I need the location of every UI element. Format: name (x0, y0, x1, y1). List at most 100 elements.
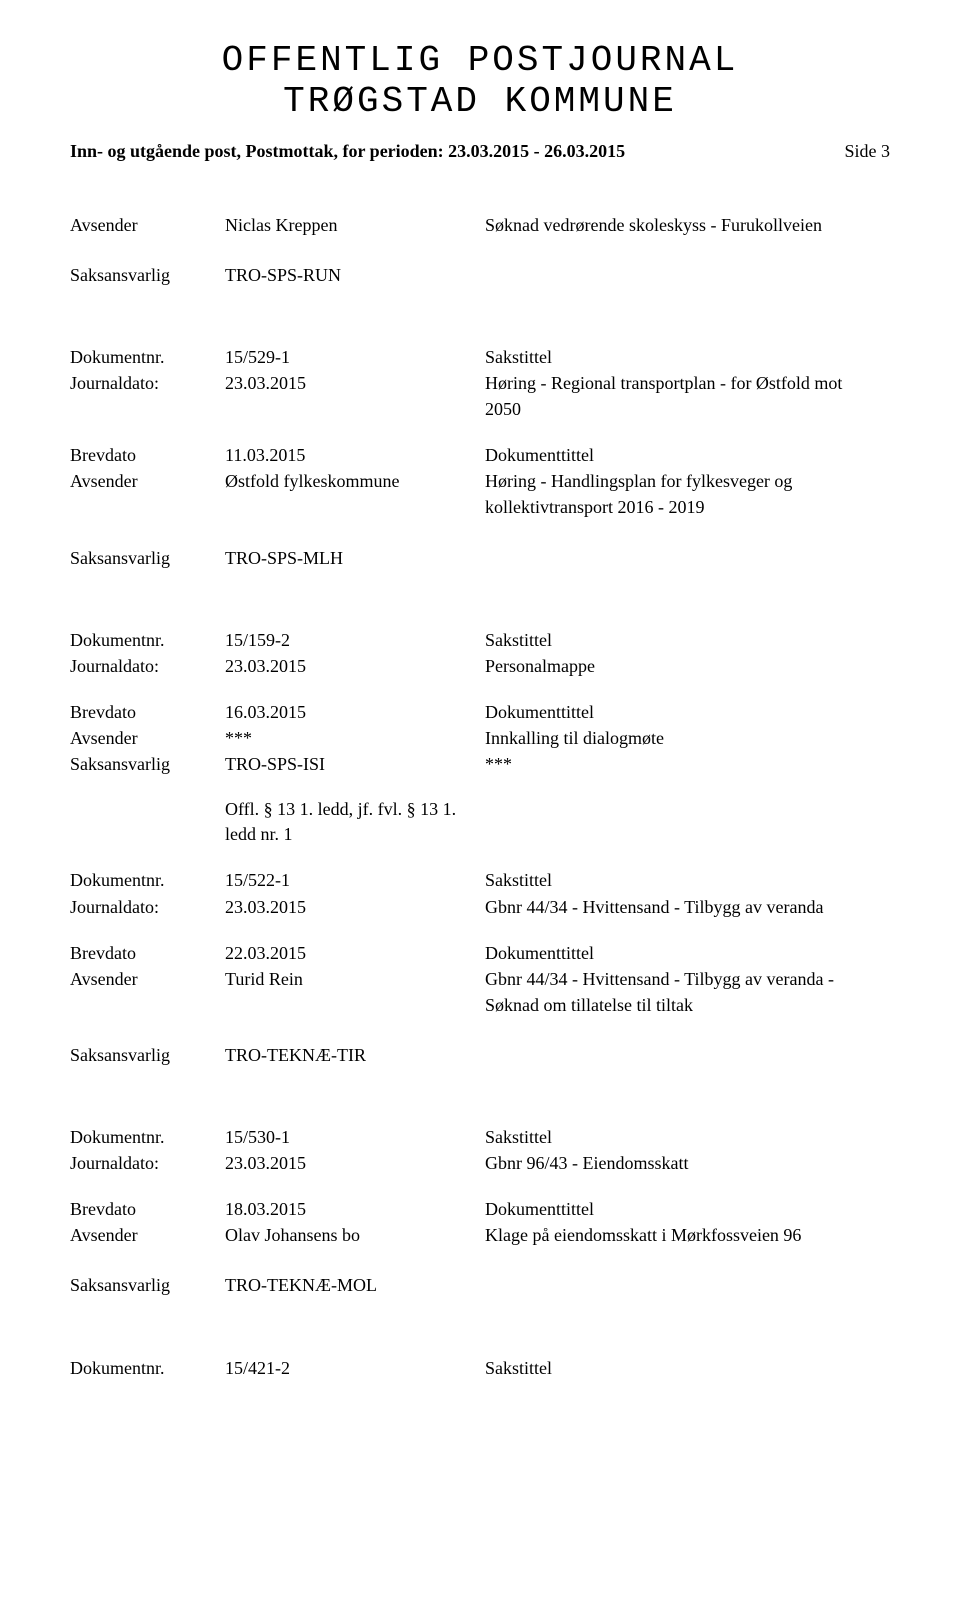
dokumentnr-value: 15/529-1 (225, 344, 485, 370)
avsender-name: Olav Johansens bo (225, 1222, 485, 1248)
brevdato-label: Brevdato (70, 940, 225, 966)
avsender-text: Klage på eiendomsskatt i Mørkfossveien 9… (485, 1222, 890, 1248)
sakstittel-text: Gbnr 44/34 - Hvittensand - Tilbygg av ve… (485, 894, 890, 920)
journaldato-label: Journaldato: (70, 894, 225, 920)
dokumenttittel-label: Dokumenttittel (485, 699, 890, 725)
dokumenttittel-label: Dokumenttittel (485, 442, 890, 468)
avsender-text: Høring - Handlingsplan for fylkesveger o… (485, 468, 890, 494)
brevdato-row: Brevdato 16.03.2015 Dokumenttittel (70, 699, 890, 725)
sakstittel-label: Sakstittel (485, 1355, 890, 1381)
sakstittel-text: Personalmappe (485, 653, 890, 679)
journal-entry: Dokumentnr. 15/522-1 Sakstittel Journald… (70, 867, 890, 1068)
subheader-row: Inn- og utgående post, Postmottak, for p… (70, 141, 890, 162)
page-side-label: Side 3 (844, 141, 890, 162)
title-line-2: TRØGSTAD KOMMUNE (283, 81, 677, 122)
dokumentnr-row: Dokumentnr. 15/159-2 Sakstittel (70, 627, 890, 653)
avsender-name: Turid Rein (225, 966, 485, 992)
dokumentnr-row: Dokumentnr. 15/529-1 Sakstittel (70, 344, 890, 370)
avsender-text: Innkalling til dialogmøte (485, 725, 890, 751)
avsender-name: Østfold fylkeskommune (225, 468, 485, 494)
brevdato-row: Brevdato 22.03.2015 Dokumenttittel (70, 940, 890, 966)
sakstittel-label: Sakstittel (485, 344, 890, 370)
saksansvarlig-label: Saksansvarlig (70, 1042, 225, 1068)
avsender-text-cont: *** (485, 751, 890, 777)
sakstittel-label: Sakstittel (485, 867, 890, 893)
dokumentnr-row: Dokumentnr. 15/530-1 Sakstittel (70, 1124, 890, 1150)
avsender-row: Avsender Turid Rein Gbnr 44/34 - Hvitten… (70, 966, 890, 992)
journal-entry: Avsender Niclas Kreppen Søknad vedrørend… (70, 212, 890, 288)
dokumentnr-row: Dokumentnr. 15/522-1 Sakstittel (70, 867, 890, 893)
avsender-label: Avsender (70, 725, 225, 751)
journaldato-label: Journaldato: (70, 370, 225, 396)
avsender-name: Niclas Kreppen (225, 212, 485, 238)
sakstittel-label: Sakstittel (485, 627, 890, 653)
dokumentnr-label: Dokumentnr. (70, 627, 225, 653)
saksansvarlig-row: Saksansvarlig TRO-SPS-ISI *** (70, 751, 890, 777)
journaldato-row: Journaldato: 23.03.2015 Gbnr 44/34 - Hvi… (70, 894, 890, 920)
journal-entry: Dokumentnr. 15/529-1 Sakstittel Journald… (70, 344, 890, 571)
avsender-text-cont: kollektivtransport 2016 - 2019 (485, 494, 890, 520)
dokumenttittel-label: Dokumenttittel (485, 940, 890, 966)
avsender-row: Avsender Olav Johansens bo Klage på eien… (70, 1222, 890, 1248)
avsender-row: Avsender Niclas Kreppen Søknad vedrørend… (70, 212, 890, 238)
journaldato-row: Journaldato: 23.03.2015 Personalmappe (70, 653, 890, 679)
journal-entry: Dokumentnr. 15/159-2 Sakstittel Journald… (70, 627, 890, 848)
avsender-label: Avsender (70, 468, 225, 494)
saksansvarlig-value: TRO-SPS-MLH (225, 545, 485, 571)
avsender-label: Avsender (70, 966, 225, 992)
page-header: OFFENTLIG POSTJOURNAL TRØGSTAD KOMMUNE I… (70, 40, 890, 162)
journaldato-row: Journaldato: 23.03.2015 Høring - Regiona… (70, 370, 890, 396)
journaldato-value: 23.03.2015 (225, 1150, 485, 1176)
brevdato-label: Brevdato (70, 1196, 225, 1222)
avsender-label: Avsender (70, 1222, 225, 1248)
sakstittel-text: Gbnr 96/43 - Eiendomsskatt (485, 1150, 890, 1176)
saksansvarlig-label: Saksansvarlig (70, 751, 225, 777)
dokumenttittel-label: Dokumenttittel (485, 1196, 890, 1222)
dokumentnr-label: Dokumentnr. (70, 1124, 225, 1150)
journaldato-label: Journaldato: (70, 1150, 225, 1176)
offl-line-2: ledd nr. 1 (225, 824, 293, 844)
dokumentnr-value: 15/530-1 (225, 1124, 485, 1150)
saksansvarlig-value: TRO-SPS-ISI (225, 751, 485, 777)
brevdato-value: 11.03.2015 (225, 442, 485, 468)
brevdato-value: 16.03.2015 (225, 699, 485, 725)
saksansvarlig-value: TRO-SPS-RUN (225, 262, 485, 288)
dokumentnr-label: Dokumentnr. (70, 344, 225, 370)
dokumentnr-label: Dokumentnr. (70, 1355, 225, 1381)
brevdato-label: Brevdato (70, 699, 225, 725)
dokumentnr-value: 15/522-1 (225, 867, 485, 893)
avsender-row: Avsender Østfold fylkeskommune Høring - … (70, 468, 890, 494)
avsender-row: Avsender *** Innkalling til dialogmøte (70, 725, 890, 751)
saksansvarlig-label: Saksansvarlig (70, 262, 225, 288)
avsender-label: Avsender (70, 212, 225, 238)
journaldato-row: Journaldato: 23.03.2015 Gbnr 96/43 - Eie… (70, 1150, 890, 1176)
saksansvarlig-label: Saksansvarlig (70, 545, 225, 571)
journaldato-value: 23.03.2015 (225, 653, 485, 679)
journal-entry: Dokumentnr. 15/530-1 Sakstittel Journald… (70, 1124, 890, 1298)
avsender-name: *** (225, 725, 485, 751)
dokumentnr-row: Dokumentnr. 15/421-2 Sakstittel (70, 1355, 890, 1381)
saksansvarlig-row: Saksansvarlig TRO-TEKNÆ-TIR (70, 1042, 890, 1068)
journaldato-value: 23.03.2015 (225, 894, 485, 920)
dokumentnr-value: 15/421-2 (225, 1355, 485, 1381)
saksansvarlig-label: Saksansvarlig (70, 1272, 225, 1298)
dokumentnr-value: 15/159-2 (225, 627, 485, 653)
brevdato-value: 22.03.2015 (225, 940, 485, 966)
saksansvarlig-row: Saksansvarlig TRO-SPS-RUN (70, 262, 890, 288)
saksansvarlig-value: TRO-TEKNÆ-TIR (225, 1042, 485, 1068)
dokumentnr-label: Dokumentnr. (70, 867, 225, 893)
title-line-1: OFFENTLIG POSTJOURNAL (222, 40, 739, 81)
sakstittel-text: Høring - Regional transportplan - for Øs… (485, 370, 890, 396)
avsender-text-cont: Søknad om tillatelse til tiltak (485, 992, 890, 1018)
brevdato-value: 18.03.2015 (225, 1196, 485, 1222)
journaldato-label: Journaldato: (70, 653, 225, 679)
period-label: Inn- og utgående post, Postmottak, for p… (70, 141, 625, 162)
brevdato-label: Brevdato (70, 442, 225, 468)
brevdato-row: Brevdato 11.03.2015 Dokumenttittel (70, 442, 890, 468)
saksansvarlig-row: Saksansvarlig TRO-SPS-MLH (70, 545, 890, 571)
avsender-text: Gbnr 44/34 - Hvittensand - Tilbygg av ve… (485, 966, 890, 992)
offl-line-1: Offl. § 13 1. ledd, jf. fvl. § 13 1. (225, 799, 456, 819)
brevdato-row: Brevdato 18.03.2015 Dokumenttittel (70, 1196, 890, 1222)
sakstittel-text-cont: 2050 (485, 396, 890, 422)
journaldato-value: 23.03.2015 (225, 370, 485, 396)
